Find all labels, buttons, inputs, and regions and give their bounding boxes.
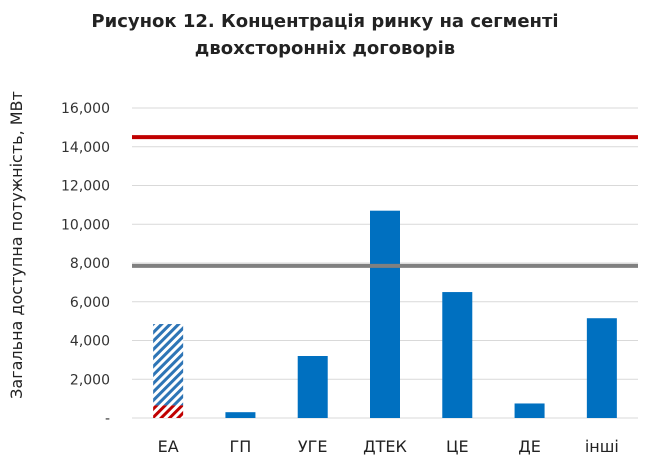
y-axis-title: Загальна доступна потужність, МВт [7, 91, 26, 399]
bar-ea-red-hatched [153, 405, 184, 418]
bars [153, 210, 617, 418]
reference-lines [132, 135, 638, 268]
y-tick-label: 14,000 [61, 140, 110, 156]
bar [297, 356, 328, 418]
y-tick-label: - [105, 411, 110, 427]
chart-title: Рисунок 12. Концентрація ринку на сегмен… [91, 11, 559, 59]
y-tick-label: 12,000 [61, 179, 110, 195]
x-category-label: ДТЕК [363, 437, 407, 456]
y-tick-label: 10,000 [61, 217, 110, 233]
x-category-label: ЕА [158, 437, 179, 456]
x-axis-categories: ЕА ГП УГЕ ДТЕК ЦЕ ДЕ інші [158, 437, 619, 456]
bar [442, 292, 473, 418]
y-tick-label: 16,000 [61, 101, 110, 117]
x-category-label: ГП [230, 437, 252, 456]
bar [514, 403, 545, 418]
x-category-label: інші [585, 437, 619, 456]
bar [225, 412, 256, 418]
y-tick-label: 2,000 [70, 372, 110, 388]
x-category-label: ЦЕ [446, 437, 469, 456]
y-tick-label: 4,000 [70, 334, 110, 350]
x-category-label: ДЕ [518, 437, 541, 456]
x-category-label: УГЕ [298, 437, 328, 456]
bar-ea-blue-hatched [153, 324, 184, 406]
y-axis-ticks: - 2,000 4,000 6,000 8,000 10,000 12,000 14,000 1… [61, 101, 110, 427]
bar [370, 210, 400, 418]
y-tick-label: 8,000 [70, 256, 110, 272]
bar [586, 318, 617, 418]
y-tick-label: 6,000 [70, 295, 110, 311]
